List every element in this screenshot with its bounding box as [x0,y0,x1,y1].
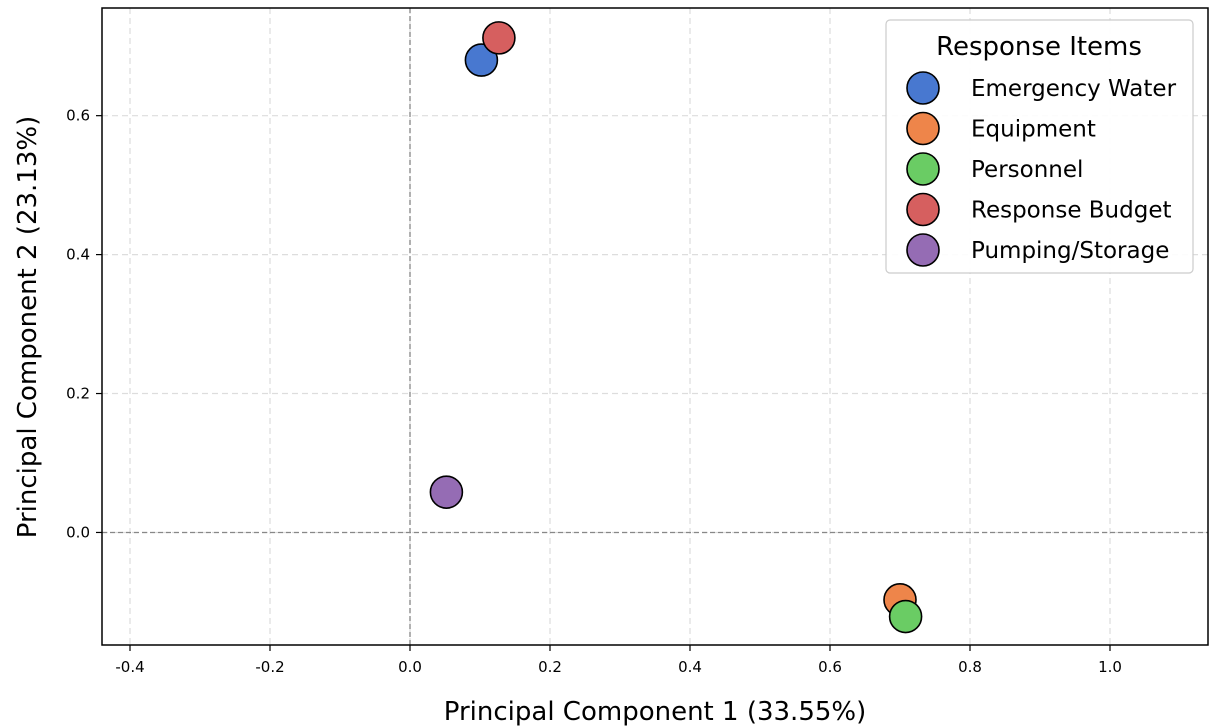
x-tick-label: 0.0 [398,658,422,676]
x-tick-label: 0.2 [538,658,562,676]
x-tick-label: -0.2 [255,658,284,676]
x-tick-label: 0.4 [678,658,702,676]
x-tick-label: 0.8 [958,658,982,676]
data-point [429,475,464,509]
plot-frame [101,7,1209,646]
x-axis-ticks: -0.4 -0.2 0.0 0.2 0.4 0.6 0.8 1.0 [115,645,1122,676]
legend-box [885,19,1194,274]
x-tick-label: -0.4 [115,658,144,676]
data-point [464,43,499,77]
legend-label: Pumping/Storage [971,238,1169,264]
data-point [888,599,923,634]
legend-marker [906,192,940,227]
x-tick-label: 1.0 [1098,658,1122,676]
y-tick-label: 0.4 [66,246,90,264]
legend-marker [906,111,940,146]
x-tick-label: 0.6 [818,658,842,676]
y-axis-ticks: 0.0 0.2 0.4 0.6 [66,107,102,541]
legend-marker [906,71,940,105]
legend-marker [906,233,940,267]
legend: Response Items Emergency Water Equipment P… [885,19,1194,274]
y-tick-label: 0.0 [66,523,90,541]
legend-title: Response Items [936,32,1142,62]
data-points [429,21,923,634]
legend-label: Equipment [971,117,1096,143]
legend-items: Emergency Water Equipment Personnel Respons… [906,71,1177,267]
x-axis-title: Principal Component 1 (33.55%) [444,697,867,727]
legend-label: Emergency Water [971,76,1177,102]
reference-lines [102,8,1208,645]
y-tick-label: 0.2 [66,385,90,403]
y-tick-label: 0.6 [66,107,90,125]
legend-marker [906,152,940,186]
legend-label: Personnel [971,157,1083,183]
y-axis-title: Principal Component 2 (23.13%) [13,116,43,539]
data-point [482,21,516,55]
legend-label: Response Budget [971,198,1172,224]
